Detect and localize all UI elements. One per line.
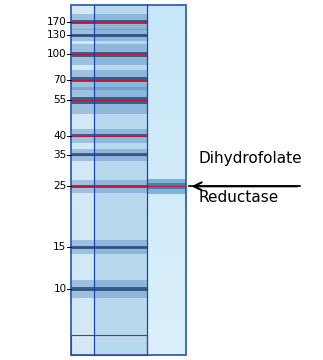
Bar [147, 110, 186, 119]
Bar [94, 29, 147, 41]
Bar [71, 240, 94, 255]
Text: 15: 15 [53, 242, 67, 252]
Bar [147, 179, 186, 194]
Bar [147, 67, 186, 75]
Bar [147, 102, 186, 110]
Bar [94, 77, 147, 82]
Bar [71, 29, 94, 41]
Bar [94, 14, 147, 30]
Bar [94, 149, 147, 161]
Bar [147, 346, 186, 355]
Bar [147, 58, 186, 67]
Bar [71, 180, 94, 193]
Bar [147, 189, 186, 197]
Bar [147, 328, 186, 337]
Bar [94, 87, 147, 114]
Text: Reductase: Reductase [198, 190, 278, 205]
Bar [94, 240, 147, 255]
Text: Dihydrofolate: Dihydrofolate [198, 152, 302, 166]
Bar [147, 75, 186, 84]
Bar [94, 5, 147, 355]
Bar [71, 280, 94, 298]
Bar [71, 44, 94, 65]
Bar [94, 153, 147, 157]
Bar [147, 302, 186, 311]
Bar [71, 336, 147, 355]
Bar [71, 20, 94, 24]
Text: 170: 170 [47, 17, 67, 27]
Text: 55: 55 [53, 95, 67, 105]
Bar [71, 153, 94, 157]
Bar [94, 246, 147, 249]
Bar [147, 5, 186, 14]
Bar [94, 70, 147, 90]
Bar [147, 337, 186, 346]
Bar [147, 136, 186, 145]
Bar [94, 20, 147, 24]
Text: 130: 130 [47, 30, 67, 40]
Bar [147, 93, 186, 102]
Bar [147, 293, 186, 302]
Bar [94, 185, 147, 188]
Bar [147, 128, 186, 136]
Text: 40: 40 [53, 131, 67, 141]
Bar [71, 77, 94, 82]
Bar [147, 258, 186, 267]
Bar [71, 185, 94, 188]
Bar [147, 23, 186, 32]
Bar [94, 97, 147, 104]
Bar [147, 215, 186, 224]
Bar [94, 129, 147, 143]
Bar [147, 320, 186, 328]
Bar [94, 52, 147, 57]
Bar [94, 280, 147, 298]
Bar [94, 287, 147, 291]
Bar [71, 246, 94, 249]
Bar [147, 311, 186, 320]
Bar [71, 97, 94, 104]
Bar [147, 267, 186, 276]
Bar [147, 171, 186, 180]
Bar [147, 233, 186, 241]
Bar [94, 44, 147, 65]
Bar [71, 149, 94, 161]
Bar [147, 145, 186, 154]
Bar [147, 154, 186, 163]
Bar [94, 33, 147, 37]
Bar [71, 287, 94, 291]
Bar [94, 180, 147, 193]
Bar [71, 134, 94, 138]
Bar [71, 5, 186, 355]
Text: 70: 70 [53, 75, 67, 85]
Bar [147, 119, 186, 128]
Text: 10: 10 [53, 284, 67, 294]
Bar [147, 183, 186, 189]
Bar [147, 180, 186, 189]
Bar [71, 5, 94, 355]
Bar [147, 49, 186, 58]
Bar [147, 163, 186, 171]
Bar [147, 198, 186, 206]
Bar [147, 250, 186, 258]
Bar [147, 285, 186, 293]
Text: 100: 100 [47, 49, 67, 59]
Bar [71, 129, 94, 143]
Bar [71, 87, 94, 114]
Text: 35: 35 [53, 150, 67, 160]
Bar [147, 84, 186, 93]
Bar [147, 224, 186, 233]
Bar [147, 276, 186, 285]
Text: 25: 25 [53, 181, 67, 191]
Bar [71, 33, 94, 37]
Bar [71, 14, 94, 30]
Bar [71, 52, 94, 57]
Bar [147, 32, 186, 40]
Bar [147, 206, 186, 215]
Bar [147, 40, 186, 49]
Bar [94, 134, 147, 138]
Bar [147, 241, 186, 250]
Bar [71, 70, 94, 90]
Bar [71, 5, 186, 355]
Bar [147, 14, 186, 23]
